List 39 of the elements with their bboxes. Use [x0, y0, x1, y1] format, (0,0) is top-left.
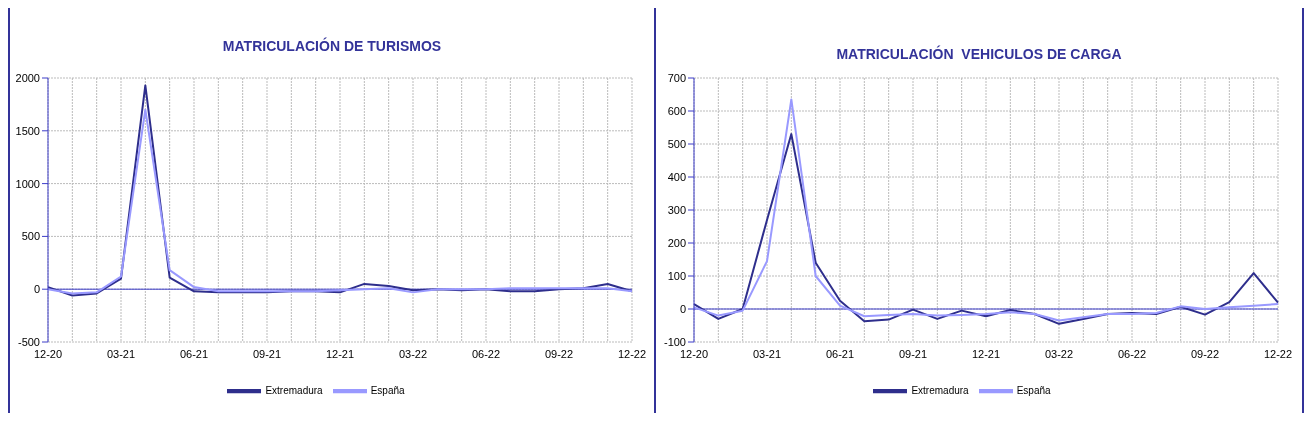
y-tick-label: 0 [33, 283, 40, 296]
y-tick-label: 500 [21, 230, 40, 243]
x-tick-label: 03-21 [752, 347, 782, 360]
y-tick-label: 1500 [15, 124, 40, 137]
legend-label: España [1016, 384, 1051, 396]
x-tick-label: 09-21 [898, 347, 928, 360]
x-tick-label: 03-22 [398, 347, 428, 360]
x-tick-label: 09-21 [252, 347, 282, 360]
y-tick-label: 500 [667, 137, 686, 150]
x-tick-label: 12-21 [971, 347, 1001, 360]
x-tick-label: 12-22 [1263, 347, 1293, 360]
x-tick-label: 06-21 [179, 347, 209, 360]
x-tick-label: 12-22 [617, 347, 647, 360]
x-tick-label: 09-22 [544, 347, 574, 360]
chart-title: MATRICULACIÓN DE TURISMOS [221, 36, 443, 56]
legend-label: Extremadura [265, 384, 323, 396]
y-tick-label: -500 [17, 335, 40, 348]
y-tick-label: 100 [667, 269, 686, 282]
y-tick-label: 400 [667, 170, 686, 183]
y-tick-label: 600 [667, 104, 686, 117]
x-tick-label: 06-21 [825, 347, 855, 360]
y-tick-label: 2000 [15, 71, 40, 84]
y-tick-label: 0 [679, 302, 686, 315]
chart-title: MATRICULACIÓN VEHICULOS DE CARGA [835, 44, 1123, 64]
y-tick-label: -100 [663, 335, 686, 348]
y-tick-label: 300 [667, 203, 686, 216]
x-tick-label: 03-22 [1044, 347, 1074, 360]
legend-label: España [370, 384, 405, 396]
x-tick-label: 12-20 [33, 347, 63, 360]
x-tick-label: 06-22 [1117, 347, 1147, 360]
y-tick-label: 700 [667, 71, 686, 84]
x-tick-label: 09-22 [1190, 347, 1220, 360]
x-tick-label: 12-20 [679, 347, 709, 360]
x-tick-label: 06-22 [471, 347, 501, 360]
x-tick-label: 12-21 [325, 347, 355, 360]
legend-label: Extremadura [911, 384, 969, 396]
y-tick-label: 200 [667, 236, 686, 249]
x-tick-label: 03-21 [106, 347, 136, 360]
y-tick-label: 1000 [15, 177, 40, 190]
